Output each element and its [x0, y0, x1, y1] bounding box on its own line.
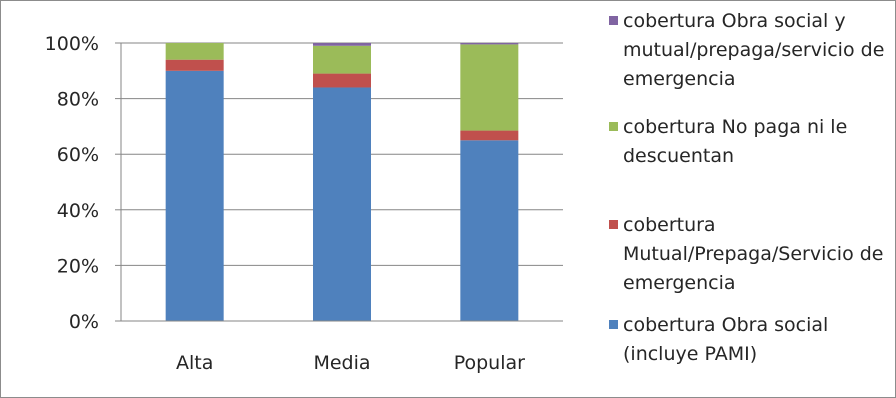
legend-label: cobertura Mutual/Prepaga/Servicio de eme… — [623, 214, 884, 294]
bar-segment — [460, 43, 519, 45]
chart-legend: cobertura Obra social y mutual/prepaga/s… — [609, 1, 895, 397]
bar-segment — [313, 45, 371, 74]
bar-segment — [313, 43, 371, 46]
legend-swatch-purple — [609, 16, 618, 25]
y-tick-label: 60% — [57, 144, 99, 166]
x-category-label: Alta — [176, 352, 213, 374]
x-category-label: Popular — [454, 352, 525, 374]
y-tick-label: 0% — [69, 311, 99, 333]
chart-plot: 0% 20% 40% 60% 80% 100% Alta Media Popular — [45, 33, 563, 374]
legend-label: cobertura Obra social y mutual/prepaga/s… — [623, 10, 885, 90]
legend-swatch-blue — [609, 320, 618, 329]
y-tick-label: 40% — [57, 200, 99, 222]
legend-swatch-red — [609, 220, 618, 229]
bar-segment — [313, 73, 371, 88]
legend-swatch-green — [609, 122, 618, 131]
bar-segment — [460, 130, 519, 141]
y-tick-label: 100% — [45, 33, 99, 55]
legend-label: cobertura No paga ni le descuentan — [623, 116, 848, 167]
y-tick-label: 80% — [57, 89, 99, 111]
x-category-label: Media — [313, 352, 370, 374]
bar-segment — [165, 59, 224, 71]
bar-segment — [460, 140, 519, 321]
y-tick-label: 20% — [57, 255, 99, 277]
bar-segment — [460, 44, 519, 131]
bar-segment — [313, 87, 371, 321]
bar-segment — [165, 43, 224, 60]
bar-segment — [165, 70, 224, 321]
legend-label: cobertura Obra social (incluye PAMI) — [623, 314, 829, 365]
